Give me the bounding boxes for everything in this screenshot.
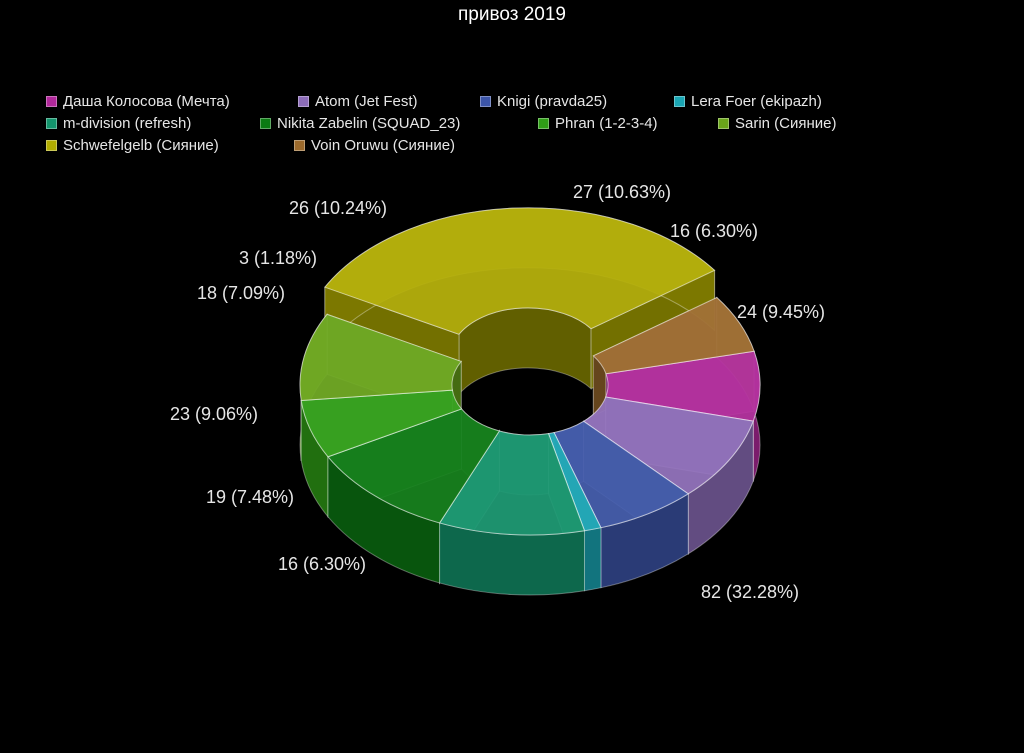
legend-label: Schwefelgelb (Сияние) xyxy=(63,136,219,154)
slice-label: 27 (10.63%) xyxy=(573,182,671,202)
legend-label: Knigi (pravda25) xyxy=(497,92,608,110)
legend-swatch xyxy=(46,139,57,151)
legend-row: Даша Колосова (Мечта) Atom (Jet Fest) Kn… xyxy=(46,90,946,112)
slice-label: 26 (10.24%) xyxy=(289,198,387,218)
pie-slice[interactable] xyxy=(324,207,716,335)
slice-label: 16 (6.30%) xyxy=(670,221,758,241)
pie-slice[interactable] xyxy=(299,313,463,401)
legend-label: Nikita Zabelin (SQUAD_23) xyxy=(277,114,461,132)
legend-item[interactable]: Knigi (pravda25) xyxy=(480,93,674,110)
legend-item[interactable]: Voin Oruwu (Сияние) xyxy=(294,137,514,154)
slice-label: 23 (9.06%) xyxy=(170,404,258,424)
legend-label: Sarin (Сияние) xyxy=(735,114,837,132)
legend-label: Phran (1-2-3-4) xyxy=(555,114,658,132)
pie-slice[interactable] xyxy=(438,430,586,536)
legend-label: Atom (Jet Fest) xyxy=(315,92,418,110)
legend-item[interactable]: m-division (refresh) xyxy=(46,115,260,132)
pie-slice[interactable] xyxy=(592,296,755,375)
slice-label: 16 (6.30%) xyxy=(278,554,366,574)
legend-swatch xyxy=(674,95,685,107)
slice-side xyxy=(584,527,602,592)
legend-row: Schwefelgelb (Сияние) Voin Oruwu (Сияние… xyxy=(46,134,946,156)
chart-title: привоз 2019 xyxy=(458,4,566,25)
legend-label: Даша Колосова (Мечта) xyxy=(63,92,230,110)
slice-label: 3 (1.18%) xyxy=(239,248,317,268)
legend-swatch xyxy=(46,117,57,129)
legend-item[interactable]: Sarin (Сияние) xyxy=(718,115,888,132)
legend-label: m-division (refresh) xyxy=(63,114,192,132)
legend-item[interactable]: Даша Колосова (Мечта) xyxy=(46,93,298,110)
legend-swatch xyxy=(260,117,271,129)
legend-item[interactable]: Nikita Zabelin (SQUAD_23) xyxy=(260,115,538,132)
legend-swatch xyxy=(298,95,309,107)
legend-swatch xyxy=(718,117,729,129)
slice-label: 24 (9.45%) xyxy=(737,302,825,322)
legend-label: Voin Oruwu (Сияние) xyxy=(311,136,456,154)
legend-swatch xyxy=(294,139,305,151)
legend-item[interactable]: Lera Foer (ekipazh) xyxy=(674,93,874,110)
slice-label: 18 (7.09%) xyxy=(197,283,285,303)
pie-slice[interactable] xyxy=(327,408,501,524)
legend: Даша Колосова (Мечта) Atom (Jet Fest) Kn… xyxy=(46,90,946,156)
legend-item[interactable]: Phran (1-2-3-4) xyxy=(538,115,718,132)
legend-item[interactable]: Atom (Jet Fest) xyxy=(298,93,480,110)
legend-swatch xyxy=(46,95,57,107)
legend-item[interactable]: Schwefelgelb (Сияние) xyxy=(46,137,294,154)
slice-label: 19 (7.48%) xyxy=(206,487,294,507)
legend-label: Lera Foer (ekipazh) xyxy=(691,92,822,110)
legend-row: m-division (refresh) Nikita Zabelin (SQU… xyxy=(46,112,946,134)
slice-label: 82 (32.28%) xyxy=(701,582,799,602)
legend-swatch xyxy=(538,117,549,129)
legend-swatch xyxy=(480,95,491,107)
